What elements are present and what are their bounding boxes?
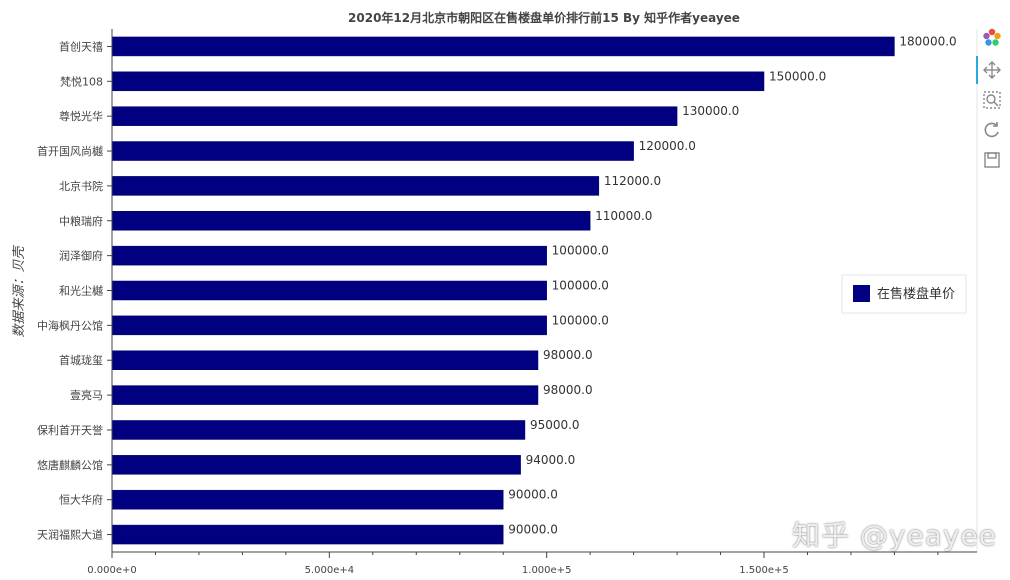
bar — [111, 245, 547, 266]
x-tick-label: 1.000e+5 — [522, 565, 572, 576]
reset-icon[interactable] — [982, 120, 1002, 142]
data-label: 100000.0 — [552, 244, 609, 258]
data-label: 130000.0 — [682, 104, 739, 118]
bar — [111, 385, 539, 405]
bar — [111, 455, 521, 475]
legend: 在售楼盘单价 — [841, 274, 967, 314]
y-tick-label: 和光尘樾 — [59, 284, 103, 298]
y-tick-label: 尊悦光华 — [59, 109, 103, 123]
legend-label: 在售楼盘单价 — [877, 286, 955, 302]
bar — [111, 489, 504, 510]
bar — [111, 420, 526, 440]
legend-swatch — [853, 285, 870, 302]
bar — [111, 211, 591, 231]
y-tick-label: 梵悦108 — [60, 74, 103, 88]
x-tick-label: 1.500e+5 — [739, 565, 789, 576]
data-label: 150000.0 — [769, 69, 826, 83]
y-axis-label: 数据来源：贝壳 — [12, 245, 27, 338]
data-label: 90000.0 — [508, 488, 558, 502]
data-label: 98000.0 — [543, 383, 593, 397]
bokeh-logo-icon[interactable] — [982, 28, 1002, 50]
bar — [111, 176, 600, 196]
data-label: 100000.0 — [552, 279, 609, 293]
bar — [111, 36, 895, 57]
watermark: 知乎 @yeayee — [792, 519, 997, 552]
y-tick-label: 中粮瑞府 — [59, 214, 103, 228]
x-tick-label: 0.000e+0 — [87, 565, 137, 576]
bar — [111, 106, 678, 126]
box-zoom-icon[interactable] — [982, 90, 1002, 112]
y-tick-label: 天润福熙大道 — [37, 528, 103, 542]
active-tool-indicator — [976, 56, 978, 84]
y-tick-label: 北京书院 — [59, 179, 103, 193]
y-tick-label: 保利首开天誉 — [37, 423, 103, 437]
chart-title: 2020年12月北京市朝阳区在售楼盘单价排行前15 By 知乎作者yeayee — [348, 10, 740, 25]
data-label: 110000.0 — [595, 209, 652, 223]
y-tick-label: 壹亮马 — [70, 388, 103, 402]
data-label: 90000.0 — [508, 523, 558, 537]
y-tick-label: 悠唐麒麟公馆 — [37, 458, 103, 472]
save-icon[interactable] — [982, 150, 1002, 172]
toolbar — [976, 24, 1010, 184]
bar — [111, 71, 765, 92]
y-tick-label: 首城珑玺 — [59, 353, 103, 367]
bar — [111, 280, 547, 301]
bar — [111, 315, 547, 336]
data-label: 100000.0 — [552, 313, 609, 327]
data-label: 94000.0 — [526, 453, 576, 467]
data-label: 98000.0 — [543, 348, 593, 362]
bar — [111, 141, 634, 161]
pan-icon[interactable] — [982, 60, 1002, 82]
y-tick-label: 恒大华府 — [59, 493, 103, 507]
bar — [111, 524, 504, 545]
x-tick-label: 5.000e+4 — [305, 565, 355, 576]
y-tick-label: 首创天禧 — [59, 39, 103, 53]
y-tick-label: 润泽御府 — [59, 249, 103, 263]
data-label: 120000.0 — [639, 139, 696, 153]
data-label: 180000.0 — [899, 34, 956, 48]
y-tick-label: 首开国风尚樾 — [37, 144, 103, 158]
bar — [111, 350, 539, 370]
y-tick-label: 中海枫丹公馆 — [37, 318, 103, 332]
data-label: 95000.0 — [530, 418, 580, 432]
data-label: 112000.0 — [604, 174, 661, 188]
